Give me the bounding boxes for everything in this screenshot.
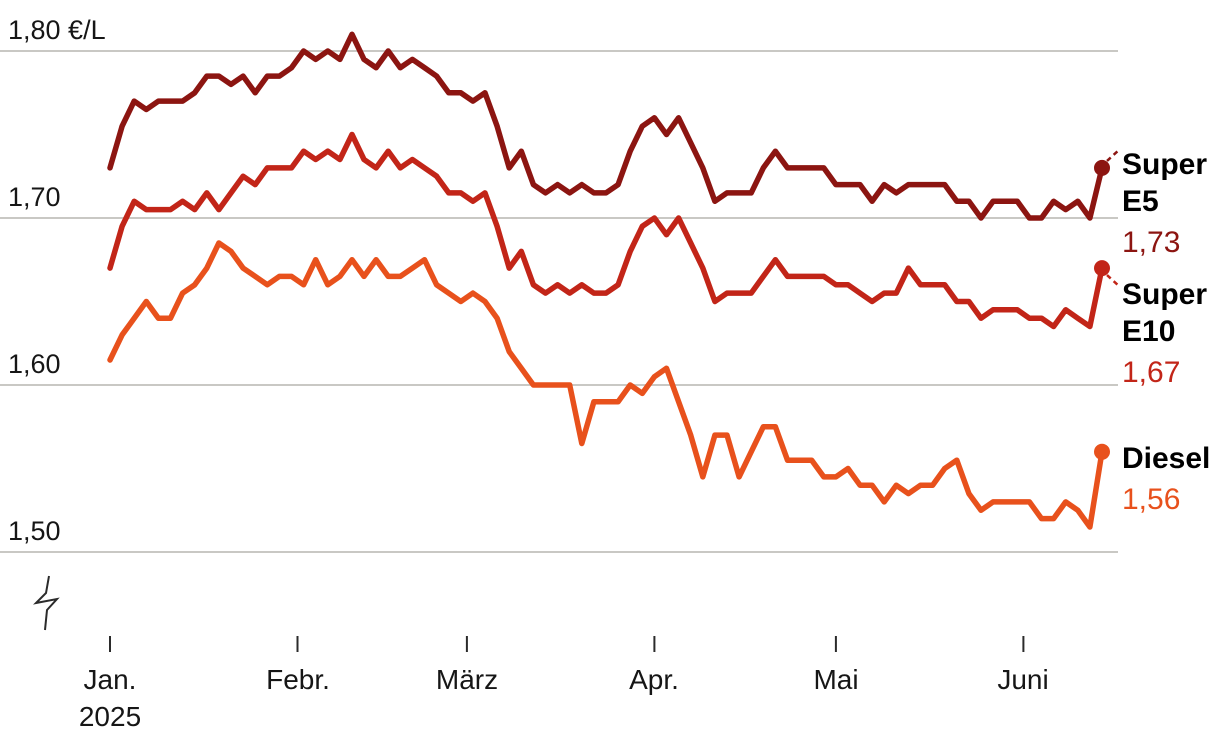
series-name-line: Super <box>1122 278 1208 311</box>
x-axis-label-apr: Apr. <box>629 664 679 695</box>
series-name-line: E5 <box>1122 185 1159 218</box>
super-e5-leader-line <box>1106 149 1119 162</box>
axis-break-icon <box>32 575 60 631</box>
super-e10-end-dot <box>1094 260 1110 277</box>
y-axis-label-160: 1,60 <box>8 349 61 379</box>
series-end-value: 1,56 <box>1122 483 1181 516</box>
series-label-super-e5: Super E5 1,73 <box>1122 146 1207 261</box>
series-name-line: Diesel <box>1122 442 1211 475</box>
super-e5-end-dot <box>1094 159 1110 176</box>
series-label-super-e10: Super E10 1,67 <box>1122 276 1207 391</box>
y-axis-label-170: 1,70 <box>8 182 61 212</box>
diesel-line <box>107 240 1105 530</box>
super-e10-leader-line <box>1106 274 1119 287</box>
x-axis-label-mai: Mai <box>813 664 859 695</box>
x-axis-label-juni: Juni <box>997 664 1049 695</box>
y-axis-label-150: 1,50 <box>8 516 61 546</box>
diesel-end-dot <box>1094 443 1110 460</box>
x-axis-label-febr: Febr. <box>266 664 330 695</box>
x-axis-label-maerz: März <box>435 664 499 695</box>
series-name-line: E10 <box>1122 315 1176 348</box>
series-name-line: Super <box>1122 148 1208 181</box>
series-label-diesel: Diesel 1,56 <box>1122 440 1210 518</box>
super-e5-line <box>107 31 1105 221</box>
series-end-value: 1,67 <box>1122 356 1181 389</box>
y-axis-label-180: 1,80 €/L <box>8 15 106 45</box>
x-axis-label-jan: Jan. <box>83 664 137 695</box>
x-axis-label-year-2025: 2025 <box>78 701 142 732</box>
super-e10-line <box>107 131 1105 330</box>
series-end-value: 1,73 <box>1122 226 1181 259</box>
